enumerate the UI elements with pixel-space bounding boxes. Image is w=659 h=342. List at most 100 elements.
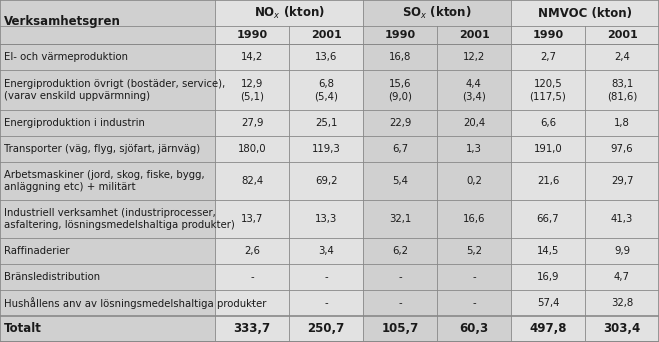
Text: Energiproduktion i industrin: Energiproduktion i industrin bbox=[4, 118, 145, 128]
Bar bbox=[289, 264, 363, 290]
Text: 250,7: 250,7 bbox=[307, 323, 345, 336]
Bar bbox=[363, 70, 437, 110]
Text: 29,7: 29,7 bbox=[611, 176, 633, 186]
Bar bbox=[289, 44, 363, 70]
Text: 15,6
(9,0): 15,6 (9,0) bbox=[388, 79, 412, 101]
Bar bbox=[363, 290, 437, 316]
Text: -: - bbox=[398, 272, 402, 282]
Bar bbox=[289, 70, 363, 110]
Text: 1,8: 1,8 bbox=[614, 118, 630, 128]
Bar bbox=[289, 238, 363, 264]
Bar bbox=[215, 110, 289, 136]
Bar bbox=[511, 136, 585, 162]
Bar bbox=[585, 200, 659, 238]
Text: 6,2: 6,2 bbox=[392, 246, 408, 256]
Bar bbox=[215, 264, 289, 290]
Text: 20,4: 20,4 bbox=[463, 118, 485, 128]
Bar bbox=[289, 26, 363, 44]
Text: Raffinaderier: Raffinaderier bbox=[4, 246, 69, 256]
Bar bbox=[437, 136, 511, 162]
Text: 180,0: 180,0 bbox=[238, 144, 266, 154]
Bar bbox=[0, 44, 215, 70]
Text: 333,7: 333,7 bbox=[233, 323, 271, 336]
Text: 82,4: 82,4 bbox=[241, 176, 263, 186]
Text: 22,9: 22,9 bbox=[389, 118, 411, 128]
Bar bbox=[585, 264, 659, 290]
Bar bbox=[511, 200, 585, 238]
Bar bbox=[437, 110, 511, 136]
Text: 191,0: 191,0 bbox=[534, 144, 562, 154]
Text: Verksamhetsgren: Verksamhetsgren bbox=[4, 15, 121, 28]
Text: 27,9: 27,9 bbox=[241, 118, 263, 128]
Text: 16,8: 16,8 bbox=[389, 52, 411, 62]
Text: 13,7: 13,7 bbox=[241, 214, 263, 224]
Bar bbox=[511, 316, 585, 342]
Text: 119,3: 119,3 bbox=[312, 144, 341, 154]
Bar bbox=[0, 200, 215, 238]
Bar bbox=[215, 238, 289, 264]
Text: -: - bbox=[324, 272, 328, 282]
Text: 16,6: 16,6 bbox=[463, 214, 485, 224]
Bar bbox=[437, 162, 511, 200]
Text: 105,7: 105,7 bbox=[382, 323, 418, 336]
Text: Industriell verksamhet (industriprocesser,
asfaltering, lösningsmedelshaltiga pr: Industriell verksamhet (industriprocesse… bbox=[4, 208, 235, 230]
Text: 120,5
(117,5): 120,5 (117,5) bbox=[530, 79, 567, 101]
Bar bbox=[585, 136, 659, 162]
Bar bbox=[215, 200, 289, 238]
Bar bbox=[437, 316, 511, 342]
Text: 4,4
(3,4): 4,4 (3,4) bbox=[462, 79, 486, 101]
Text: 25,1: 25,1 bbox=[315, 118, 337, 128]
Bar bbox=[289, 136, 363, 162]
Text: 83,1
(81,6): 83,1 (81,6) bbox=[607, 79, 637, 101]
Text: -: - bbox=[250, 298, 254, 308]
Text: 14,5: 14,5 bbox=[537, 246, 559, 256]
Bar bbox=[289, 290, 363, 316]
Text: 13,6: 13,6 bbox=[315, 52, 337, 62]
Bar bbox=[437, 200, 511, 238]
Text: 4,7: 4,7 bbox=[614, 272, 630, 282]
Text: 2001: 2001 bbox=[607, 30, 637, 40]
Bar bbox=[363, 264, 437, 290]
Bar bbox=[511, 44, 585, 70]
Bar bbox=[215, 136, 289, 162]
Bar bbox=[585, 26, 659, 44]
Text: 66,7: 66,7 bbox=[536, 214, 559, 224]
Text: 32,8: 32,8 bbox=[611, 298, 633, 308]
Bar bbox=[437, 44, 511, 70]
Text: 14,2: 14,2 bbox=[241, 52, 263, 62]
Bar bbox=[511, 26, 585, 44]
Bar bbox=[363, 44, 437, 70]
Text: -: - bbox=[250, 272, 254, 282]
Text: 303,4: 303,4 bbox=[604, 323, 641, 336]
Text: 2001: 2001 bbox=[310, 30, 341, 40]
Text: 2,6: 2,6 bbox=[244, 246, 260, 256]
Text: 1990: 1990 bbox=[384, 30, 416, 40]
Bar bbox=[585, 290, 659, 316]
Bar bbox=[363, 0, 511, 26]
Bar bbox=[511, 110, 585, 136]
Bar bbox=[437, 238, 511, 264]
Text: 21,6: 21,6 bbox=[537, 176, 559, 186]
Bar bbox=[0, 70, 215, 110]
Bar bbox=[585, 316, 659, 342]
Text: Totalt: Totalt bbox=[4, 323, 42, 336]
Text: 69,2: 69,2 bbox=[315, 176, 337, 186]
Bar bbox=[437, 290, 511, 316]
Text: 2,7: 2,7 bbox=[540, 52, 556, 62]
Bar bbox=[511, 162, 585, 200]
Bar bbox=[585, 44, 659, 70]
Bar bbox=[363, 162, 437, 200]
Bar bbox=[511, 290, 585, 316]
Bar bbox=[0, 136, 215, 162]
Bar bbox=[215, 162, 289, 200]
Text: 12,9
(5,1): 12,9 (5,1) bbox=[240, 79, 264, 101]
Text: -: - bbox=[473, 298, 476, 308]
Bar bbox=[585, 162, 659, 200]
Bar bbox=[511, 238, 585, 264]
Bar bbox=[0, 290, 215, 316]
Text: 5,4: 5,4 bbox=[392, 176, 408, 186]
Bar bbox=[437, 70, 511, 110]
Text: 12,2: 12,2 bbox=[463, 52, 485, 62]
Bar bbox=[0, 0, 215, 44]
Text: Transporter (väg, flyg, sjöfart, järnväg): Transporter (väg, flyg, sjöfart, järnväg… bbox=[4, 144, 200, 154]
